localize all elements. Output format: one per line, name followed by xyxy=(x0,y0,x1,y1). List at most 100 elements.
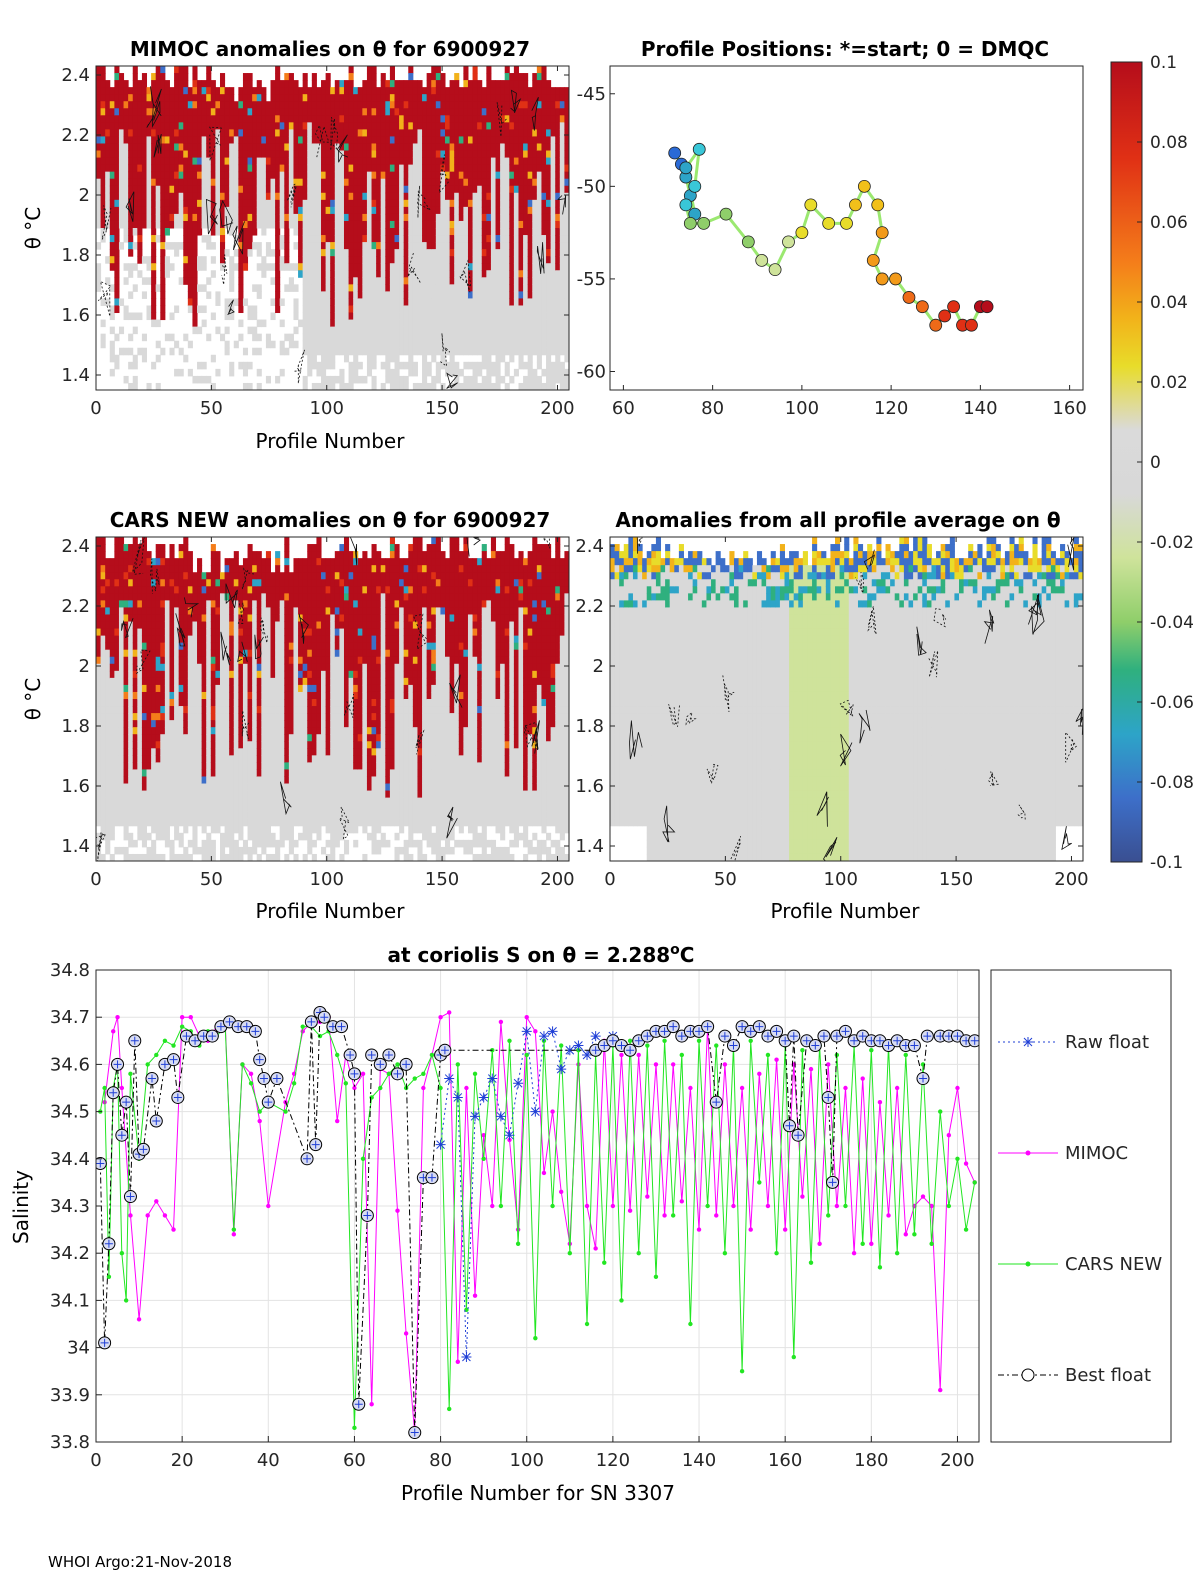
heatmap-cell xyxy=(302,94,308,102)
heatmap-cell xyxy=(380,185,386,194)
heatmap-cell xyxy=(426,368,432,377)
heatmap-cell xyxy=(527,242,533,250)
heatmap-cell xyxy=(160,256,166,264)
heatmap-cell xyxy=(128,818,134,827)
heatmap-cell xyxy=(109,249,115,257)
heatmap-cell xyxy=(169,853,175,861)
heatmap-cell xyxy=(109,769,115,777)
heatmap-cell xyxy=(325,192,331,201)
heatmap-cell xyxy=(146,579,152,587)
heatmap-cell xyxy=(362,108,368,116)
heatmap-cell xyxy=(316,87,322,95)
heatmap-cell xyxy=(467,164,474,173)
heatmap-cell xyxy=(109,677,115,686)
heatmap-cell xyxy=(160,677,166,686)
heatmap-cell xyxy=(105,706,111,714)
heatmap-cell xyxy=(564,122,569,130)
heatmap-cell xyxy=(311,340,317,349)
heatmap-cell xyxy=(224,164,230,173)
heatmap-cell xyxy=(141,642,148,651)
heatmap-cell xyxy=(238,129,244,137)
heatmap-cell xyxy=(192,832,198,841)
heatmap-cell xyxy=(109,741,115,749)
heatmap-cell xyxy=(311,178,317,187)
heatmap-cell xyxy=(431,129,437,137)
heatmap-cell xyxy=(151,593,157,601)
heatmap-cell xyxy=(559,242,565,250)
heatmap-cell xyxy=(151,614,157,623)
heatmap-cell xyxy=(137,122,143,130)
heatmap-cell xyxy=(174,720,180,728)
heatmap-cell xyxy=(321,171,327,180)
heatmap-cell xyxy=(105,136,111,144)
heatmap-cell xyxy=(164,769,170,777)
heatmap-cell xyxy=(187,670,193,679)
heatmap-cell xyxy=(316,192,322,201)
heatmap-cell xyxy=(132,811,138,820)
heatmap-cell xyxy=(132,199,138,208)
heatmap-cell xyxy=(247,305,253,314)
heatmap-cell xyxy=(137,87,143,95)
heatmap-cell xyxy=(197,621,203,630)
heatmap-cell xyxy=(242,87,249,95)
heatmap-cell xyxy=(422,382,428,390)
heatmap-cell xyxy=(201,846,207,855)
heatmap-cell xyxy=(353,220,359,229)
heatmap-cell xyxy=(155,790,161,799)
heatmap-cell xyxy=(389,115,395,123)
heatmap-cell xyxy=(394,178,400,187)
heatmap-cell xyxy=(123,185,129,194)
heatmap-cell xyxy=(197,94,203,102)
heatmap-cell xyxy=(109,242,115,250)
heatmap-cell xyxy=(357,333,363,342)
heatmap-cell xyxy=(527,249,533,257)
heatmap-cell xyxy=(279,136,285,144)
heatmap-cell xyxy=(339,213,345,222)
heatmap-cell xyxy=(100,614,106,623)
heatmap-cell xyxy=(353,178,359,187)
positions-map xyxy=(668,142,994,332)
heatmap-cell xyxy=(467,136,474,144)
heatmap-cell xyxy=(422,150,428,159)
heatmap-cell xyxy=(481,319,487,328)
heatmap-cell xyxy=(467,382,474,390)
heatmap-cell xyxy=(550,277,556,285)
heatmap-cell xyxy=(500,249,506,257)
heatmap-cell xyxy=(178,691,184,700)
heatmap-cell xyxy=(256,87,262,95)
heatmap-cell xyxy=(454,192,460,201)
heatmap-cell xyxy=(293,164,299,173)
heatmap-cell xyxy=(412,136,418,144)
heatmap-cell xyxy=(541,185,547,194)
heatmap-cell xyxy=(362,171,368,180)
heatmap-cell xyxy=(183,192,189,201)
heatmap-cell xyxy=(307,361,313,370)
heatmap-cell xyxy=(275,101,281,109)
heatmap-cell xyxy=(100,797,106,806)
heatmap-cell xyxy=(192,263,198,271)
heatmap-cell xyxy=(325,115,331,123)
heatmap-cell xyxy=(128,663,134,672)
heatmap-cell xyxy=(123,199,129,208)
heatmap-cell xyxy=(321,340,327,349)
heatmap-cell xyxy=(105,115,111,123)
heatmap-cell xyxy=(100,150,106,159)
heatmap-cell xyxy=(403,305,409,314)
heatmap-cell xyxy=(155,220,161,229)
heatmap-cell xyxy=(504,263,510,271)
heatmap-cell xyxy=(275,143,281,152)
heatmap-cell xyxy=(96,846,102,855)
heatmap-cell xyxy=(454,326,460,335)
heatmap-cell xyxy=(224,122,230,130)
heatmap-cell xyxy=(486,228,492,236)
heatmap-cell xyxy=(114,291,120,299)
heatmap-cell xyxy=(114,66,120,74)
heatmap-cell xyxy=(477,157,483,166)
heatmap-cell xyxy=(523,284,529,292)
heatmap-cell xyxy=(389,73,395,81)
heatmap-cell xyxy=(151,748,157,756)
heatmap-cell xyxy=(362,256,368,264)
heatmap-cell xyxy=(169,579,175,587)
heatmap-cell xyxy=(417,122,423,130)
heatmap-cell xyxy=(307,333,313,342)
